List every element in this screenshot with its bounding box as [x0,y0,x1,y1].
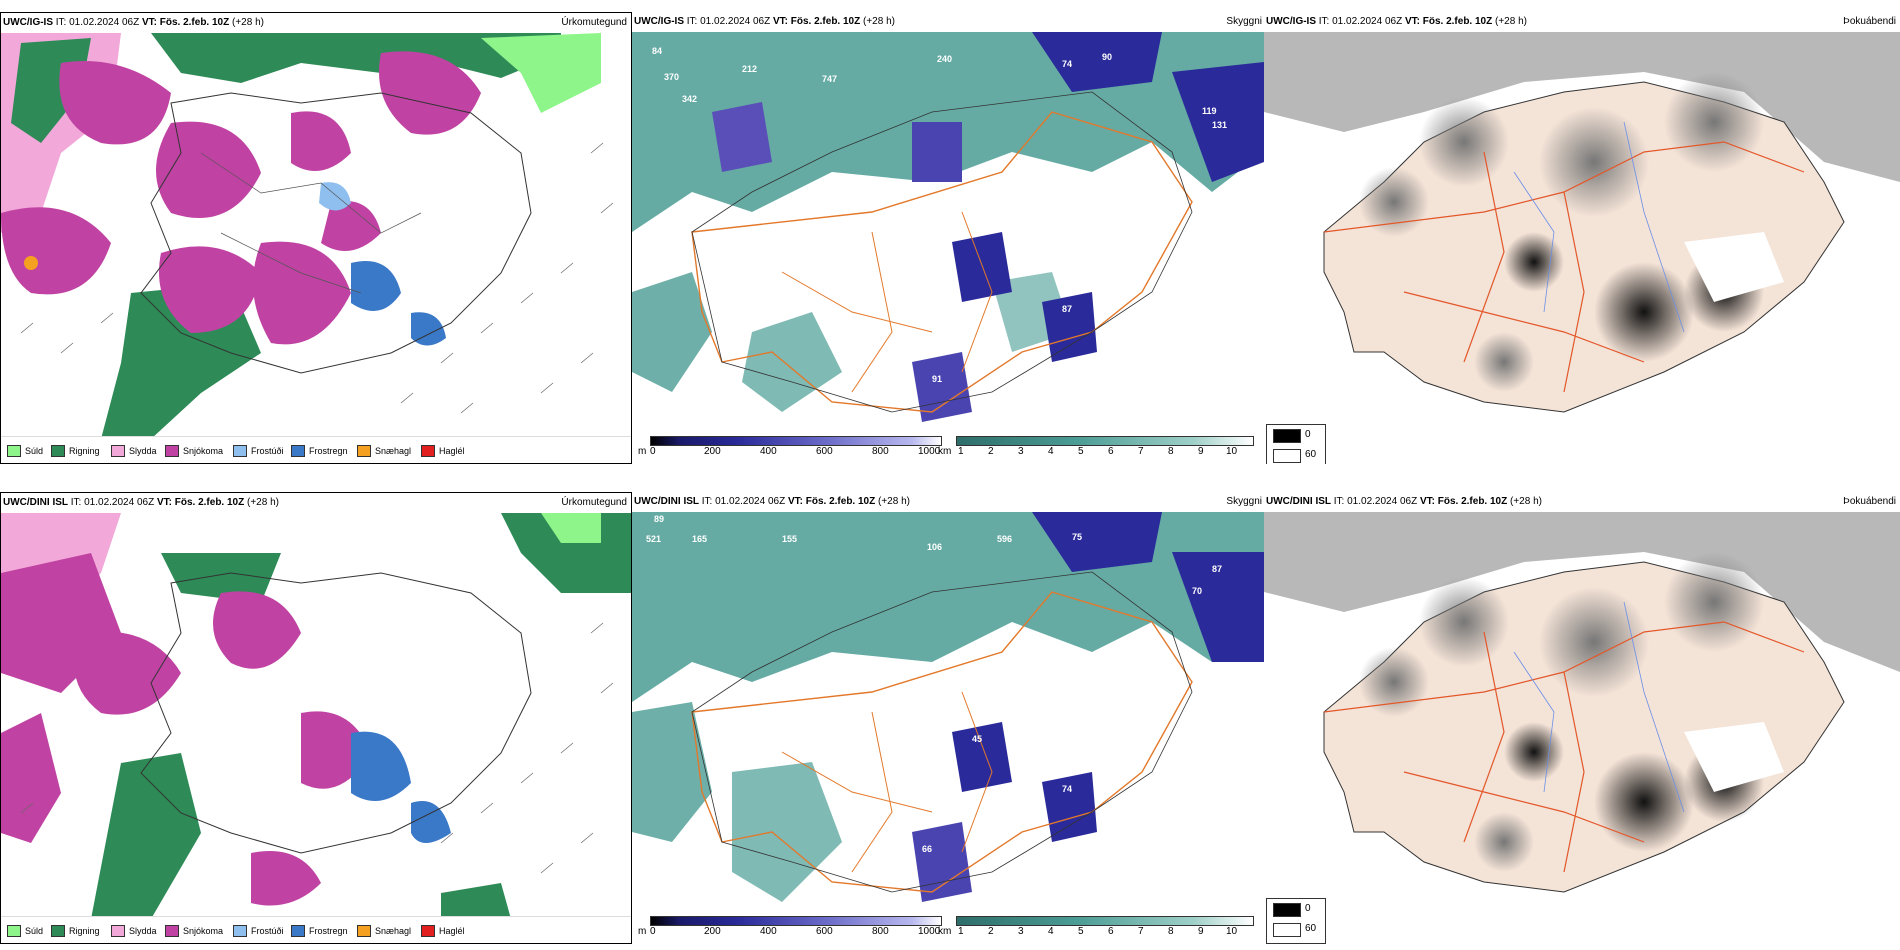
legend-swatch-frostudi [233,445,247,457]
panel-title: Þokuábendi [1843,496,1896,507]
panel-header: UWC/IG-IS IT: 01.02.2024 06Z VT: Fös. 2.… [1264,12,1900,32]
vis-label: 212 [742,64,757,74]
legend-swatch-frostudi [233,925,247,937]
vis-label: 84 [652,46,662,56]
visibility-scale-km: km 1 2 3 4 5 6 7 8 9 10 [938,436,1258,462]
panel-header: UWC/IG-IS IT: 01.02.2024 06Z VT: Fös. 2.… [632,12,1264,32]
vis-label: 91 [932,374,942,384]
legend-swatch-haglel [421,925,435,937]
precip-map [1,33,631,439]
vis-label: 87 [1062,304,1072,314]
vis-label: 155 [782,534,797,544]
legend-swatch-sald [7,445,21,457]
visibility-map: 84 370 342 212 747 240 74 90 119 131 89 … [632,32,1264,438]
fog-legend: 0 60 [1266,424,1326,464]
visibility-panel-top: UWC/IG-IS IT: 01.02.2024 06Z VT: Fös. 2.… [632,12,1264,464]
precip-map [1,513,631,919]
fog-panel-bottom: UWC/DINI ISL IT: 01.02.2024 06Z VT: Fös.… [1264,492,1900,944]
legend-swatch-slydda [111,925,125,937]
vis-label: 74 [1062,784,1072,794]
vis-label: 45 [972,734,982,744]
vis-label: 89 [654,514,664,524]
legend-swatch-rigning [51,445,65,457]
vis-label: 370 [664,72,679,82]
vis-label: 165 [692,534,707,544]
panel-header: UWC/DINI ISL IT: 01.02.2024 06Z VT: Fös.… [1264,492,1900,512]
vis-label: 87 [1212,564,1222,574]
visibility-scale-m: m 0 200 400 600 800 1000 [638,916,942,942]
legend-swatch-snjokoma [165,445,179,457]
precip-legend: Súld Rigning Slydda Snjókoma Frostúði Fr… [1,436,631,463]
vis-label: 75 [1072,532,1082,542]
vis-label: 74 [1062,59,1072,69]
vis-label: 521 [646,534,661,544]
fog-panel-top: UWC/IG-IS IT: 01.02.2024 06Z VT: Fös. 2.… [1264,12,1900,464]
vis-label: 106 [927,542,942,552]
panel-title: Þokuábendi [1843,16,1896,27]
legend-swatch-snjokoma [165,925,179,937]
vis-label: 131 [1212,120,1227,130]
visibility-scale-km: km 1 2 3 4 5 6 7 8 9 10 [938,916,1258,942]
panel-title: Skyggni [1226,496,1262,507]
fog-map [1264,512,1900,918]
precip-legend: Súld Rigning Slydda Snjókoma Frostúði Fr… [1,916,631,943]
legend-swatch-haglel [421,445,435,457]
legend-swatch-slydda [111,445,125,457]
panel-title: Úrkomutegund [561,497,627,508]
legend-swatch-snaehagl [357,925,371,937]
vis-label: 34 [1152,334,1162,344]
vis-label: 240 [937,54,952,64]
panel-header: UWC/DINI ISL IT: 01.02.2024 06Z VT: Fös.… [1,493,631,513]
fog-map [1264,32,1900,438]
legend-swatch-snaehagl [357,445,371,457]
panel-header: UWC/IG-IS IT: 01.02.2024 06Z VT: Fös. 2.… [1,13,631,33]
precip-panel-bottom: UWC/DINI ISL IT: 01.02.2024 06Z VT: Fös.… [0,492,632,944]
vis-label: 70 [1192,586,1202,596]
legend-swatch-sald [7,925,21,937]
vis-label: 342 [682,94,697,104]
vis-label: 596 [997,534,1012,544]
vis-label: 89 [972,224,982,234]
vis-label: 747 [822,74,837,84]
visibility-map: 89 521 165 155 106 596 75 87 70 45 74 66… [632,512,1264,918]
vis-label: 90 [1102,52,1112,62]
visibility-scale-m: m 0 200 400 600 800 1000 [638,436,942,462]
panel-title: Skyggni [1226,16,1262,27]
panel-title: Úrkomutegund [561,17,627,28]
vis-label: 28 [1152,804,1162,814]
precip-panel-top: UWC/IG-IS IT: 01.02.2024 06Z VT: Fös. 2.… [0,12,632,464]
vis-label: 119 [1202,106,1217,116]
fog-legend: 0 60 [1266,898,1326,944]
panel-header: UWC/DINI ISL IT: 01.02.2024 06Z VT: Fös.… [632,492,1264,512]
visibility-panel-bottom: UWC/DINI ISL IT: 01.02.2024 06Z VT: Fös.… [632,492,1264,944]
legend-swatch-frostregn [291,445,305,457]
legend-swatch-rigning [51,925,65,937]
legend-swatch-frostregn [291,925,305,937]
vis-label: 66 [922,844,932,854]
